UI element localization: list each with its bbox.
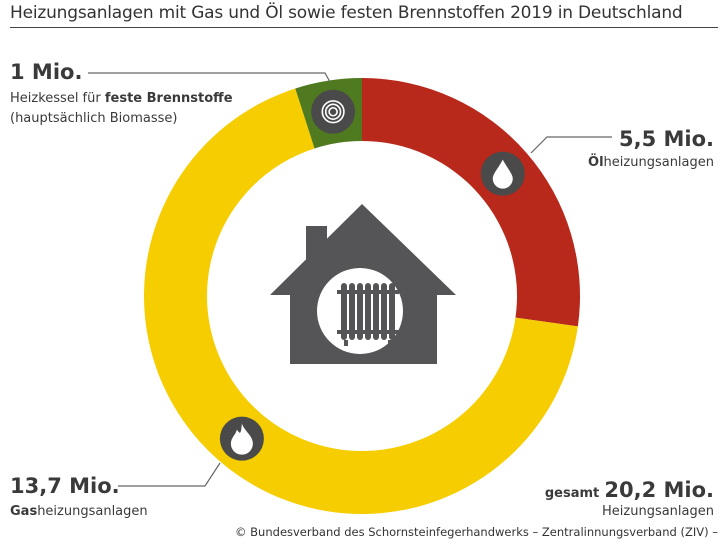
slice-gas bbox=[143, 88, 578, 514]
chart-title: Heizungsanlagen mit Gas und Öl sowie fes… bbox=[10, 3, 683, 23]
gas-label: Gasheizungsanlagen bbox=[10, 504, 148, 519]
slice-oil bbox=[362, 78, 580, 327]
wood-log-icon bbox=[311, 89, 356, 134]
house-radiator-icon bbox=[270, 204, 456, 364]
total-value-line: gesamt 20,2 Mio. bbox=[544, 478, 714, 502]
title-rule bbox=[10, 27, 718, 28]
oil-value: 5,5 Mio. bbox=[618, 127, 714, 151]
total-label: Heizungsanlagen bbox=[602, 504, 714, 519]
solid-leader bbox=[88, 72, 331, 83]
oil-leader bbox=[530, 136, 612, 154]
solid-fuel-label-line2: (hauptsächlich Biomasse) bbox=[10, 111, 178, 126]
solid-fuel-value: 1 Mio. bbox=[10, 60, 83, 84]
oil-label: Ölheizungsanlagen bbox=[588, 155, 714, 170]
solid-fuel-label: Heizkessel für feste Brennstoffe bbox=[10, 91, 233, 106]
gas-value: 13,7 Mio. bbox=[10, 474, 120, 498]
oil-drop-icon bbox=[480, 151, 525, 196]
source-footer: © Bundesverband des Schornsteinfegerhand… bbox=[235, 525, 718, 539]
flame-icon bbox=[219, 416, 264, 461]
gas-leader bbox=[118, 462, 221, 487]
